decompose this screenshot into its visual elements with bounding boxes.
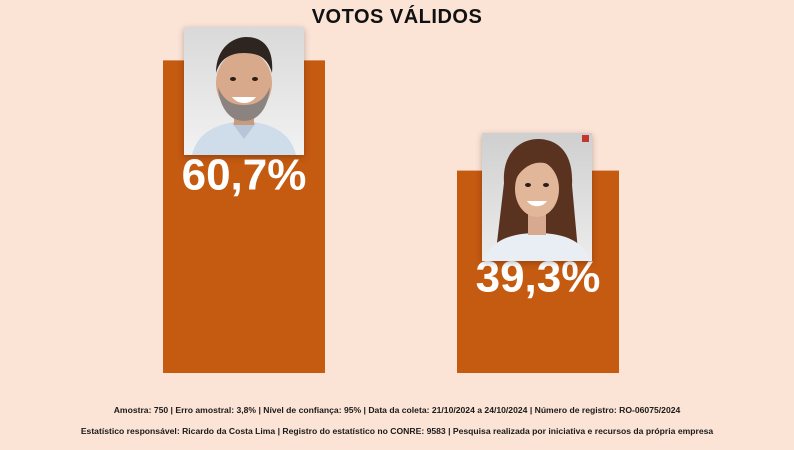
male-candidate-photo <box>184 27 304 155</box>
footer-statistician: Estatístico responsável: Ricardo da Cost… <box>80 426 714 436</box>
bar-value-label-1: 60,7% <box>182 150 307 199</box>
chart-title: VOTOS VÁLIDOS <box>311 6 483 28</box>
footer-methodology: Amostra: 750 | Erro amostral: 3,8% | Nív… <box>113 405 681 415</box>
female-candidate-photo <box>482 133 592 261</box>
